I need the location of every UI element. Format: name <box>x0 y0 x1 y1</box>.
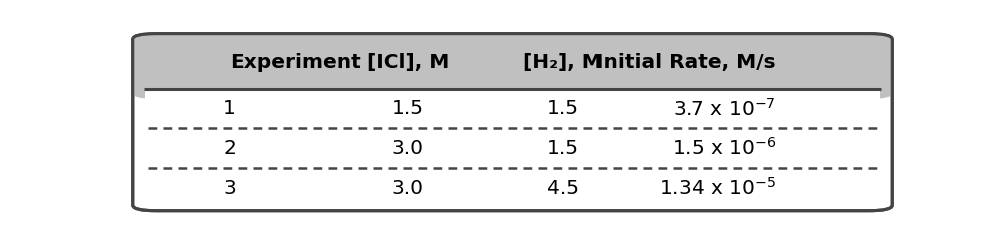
Text: 1.34 x 10$^{-5}$: 1.34 x 10$^{-5}$ <box>659 177 776 199</box>
Bar <box>145 89 880 208</box>
Bar <box>144 37 881 89</box>
Text: [ICl], M: [ICl], M <box>367 53 449 72</box>
Text: Initial Rate, M/s: Initial Rate, M/s <box>596 53 776 72</box>
FancyBboxPatch shape <box>133 34 892 211</box>
Text: [H₂], M: [H₂], M <box>523 53 602 72</box>
Text: 1: 1 <box>223 99 236 118</box>
Text: 3.7 x 10$^{-7}$: 3.7 x 10$^{-7}$ <box>673 98 776 120</box>
FancyBboxPatch shape <box>133 34 892 99</box>
Text: 1.5: 1.5 <box>547 99 579 118</box>
Text: 3: 3 <box>223 179 236 197</box>
Text: 2: 2 <box>223 139 236 158</box>
Text: 1.5 x 10$^{-6}$: 1.5 x 10$^{-6}$ <box>672 137 776 159</box>
Text: 1.5: 1.5 <box>392 99 424 118</box>
Text: 3.0: 3.0 <box>392 139 424 158</box>
Text: 3.0: 3.0 <box>392 179 424 197</box>
Text: Experiment: Experiment <box>230 53 360 72</box>
Text: 1.5: 1.5 <box>547 139 579 158</box>
Text: 4.5: 4.5 <box>547 179 579 197</box>
